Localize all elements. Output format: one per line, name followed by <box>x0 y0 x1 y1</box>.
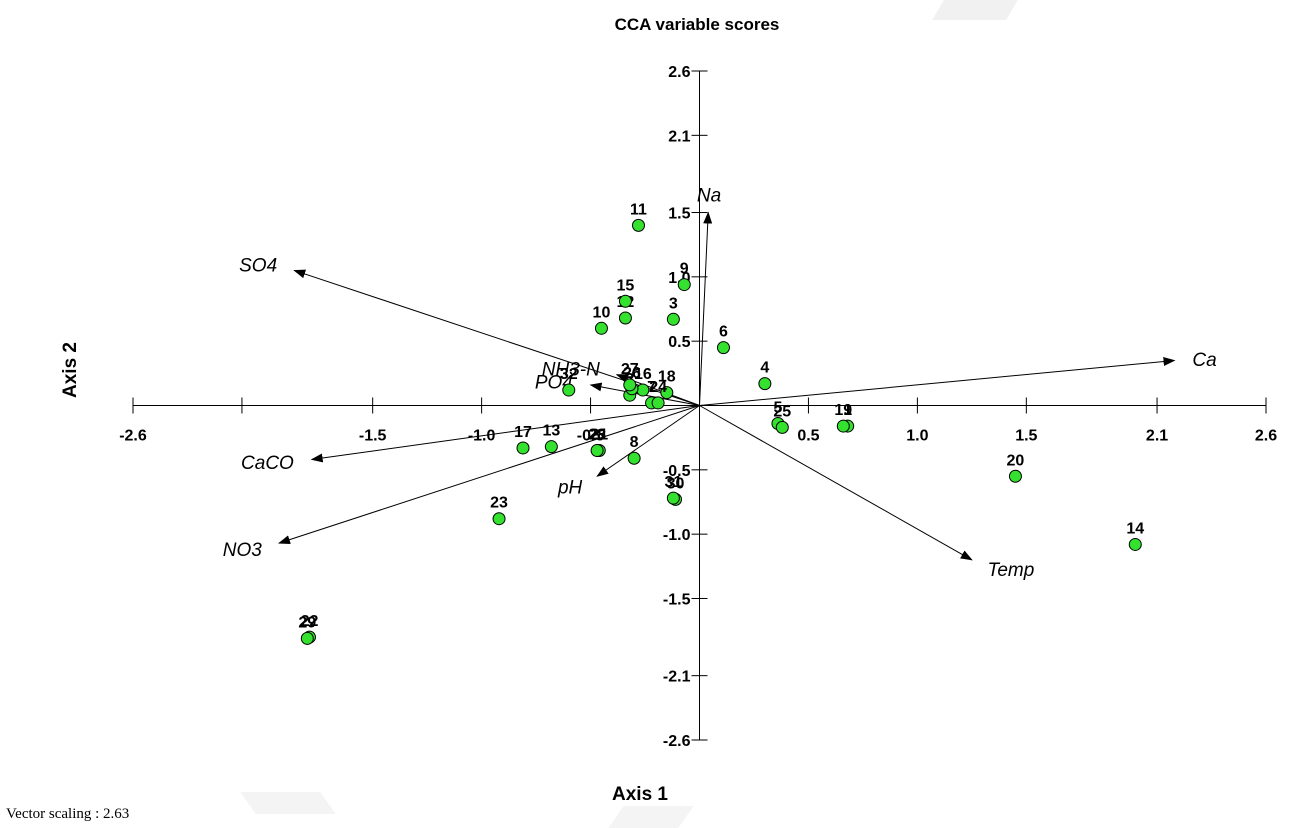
chart-title: CCA variable scores <box>615 15 780 34</box>
y-tick-label: -0.5 <box>663 463 691 480</box>
cca-biplot: CCA variable scores -2.6 -1.5 -1.0 -0.5 0.5 1… <box>60 15 1277 805</box>
vector-arrow <box>699 405 973 561</box>
data-point <box>636 383 650 397</box>
y-tick-label: -2.1 <box>663 669 691 686</box>
data-point <box>716 341 730 355</box>
data-point <box>618 311 632 325</box>
data-point <box>666 491 680 505</box>
vector-label: pH <box>557 477 583 498</box>
data-point <box>300 631 314 645</box>
y-tick-label: -2.6 <box>663 733 691 750</box>
point-label: 27 <box>621 361 639 378</box>
data-point <box>631 218 645 232</box>
y-tick-label: 2.1 <box>668 128 690 145</box>
data-point <box>544 440 558 454</box>
point-label: 8 <box>630 434 639 451</box>
point-label: 1 <box>843 402 852 419</box>
data-point <box>677 278 691 292</box>
y-tick-label: 2.6 <box>668 64 690 81</box>
vector-arrow <box>699 211 713 406</box>
point-label: 11 <box>630 201 647 218</box>
data-point <box>623 378 637 392</box>
data-point <box>660 386 674 400</box>
vector-scaling-note: Vector scaling : 2.63 <box>6 806 130 822</box>
vector-label: Na <box>697 186 721 207</box>
data-point <box>562 383 576 397</box>
point-label: 28 <box>588 427 606 444</box>
point-label: 14 <box>1126 520 1144 537</box>
point-label: 3 <box>669 295 678 312</box>
point-label: 30 <box>667 475 685 492</box>
data-point <box>775 420 789 434</box>
point-label: 25 <box>773 403 791 420</box>
data-point <box>516 441 530 455</box>
vector-label: Temp <box>988 560 1035 581</box>
vector-label: CaCO <box>241 453 294 474</box>
y-tick-label: -1.5 <box>663 591 691 608</box>
x-tick-label: 2.1 <box>1146 428 1168 445</box>
data-point <box>1008 469 1022 483</box>
x-tick-label: 1.0 <box>906 428 928 445</box>
watermark-fragment-bottom-mid <box>608 806 694 828</box>
axes: -2.6 -1.5 -1.0 -0.5 0.5 1.0 1.5 2.1 2.6 -2.6 -2.1 -… <box>119 64 1277 750</box>
x-tick-label: 1.5 <box>1015 428 1037 445</box>
point-label: 17 <box>514 424 532 441</box>
point-label: 32 <box>560 366 578 383</box>
data-point <box>627 451 641 465</box>
data-point <box>836 419 850 433</box>
point-label: 21 <box>590 427 608 444</box>
point-label: 4 <box>760 360 769 377</box>
data-point <box>492 512 506 526</box>
x-tick-label: -2.6 <box>119 428 147 445</box>
vector-arrow <box>596 405 700 477</box>
point-label: 18 <box>658 369 676 386</box>
point-label: 29 <box>298 614 316 631</box>
point-label: 16 <box>634 366 652 383</box>
data-point <box>618 294 632 308</box>
y-tick-label: 1.5 <box>668 206 690 223</box>
point-label: 7 <box>647 379 656 396</box>
data-point <box>1128 537 1142 551</box>
point-label: 19 <box>834 402 852 419</box>
data-point <box>666 312 680 326</box>
point-label: 10 <box>593 304 611 321</box>
x-tick-label: 0.5 <box>797 428 819 445</box>
vector-label: NO3 <box>223 540 263 561</box>
point-label: 22 <box>301 613 319 630</box>
point-label: 23 <box>490 495 508 512</box>
point-label: 13 <box>542 423 560 440</box>
point-label: 20 <box>1007 452 1025 469</box>
y-axis-title: Axis 2 <box>60 342 81 398</box>
x-tick-label: -0.5 <box>577 428 605 445</box>
point-label: 24 <box>649 379 667 396</box>
data-point <box>590 444 604 458</box>
x-axis-title: Axis 1 <box>612 784 668 805</box>
point-label: 26 <box>623 365 641 382</box>
point-label: 31 <box>664 474 682 491</box>
data-point <box>651 396 665 410</box>
y-tick-label: -1.0 <box>663 527 691 544</box>
vector-arrow <box>310 405 700 463</box>
point-label: 6 <box>719 324 728 341</box>
vector-arrow <box>699 357 1176 406</box>
point-label: 15 <box>617 277 635 294</box>
point-label: 5 <box>773 400 782 417</box>
vector-label: SO4 <box>239 256 277 277</box>
vector-arrow <box>278 405 700 545</box>
y-tick-label: 0.5 <box>668 334 690 351</box>
data-point <box>594 321 608 335</box>
points: 1234567891011121314151617181920212223242… <box>298 201 1144 645</box>
x-tick-label: -1.5 <box>359 428 387 445</box>
vector-label: Ca <box>1192 350 1216 371</box>
vector-label: NH3-N <box>542 359 600 380</box>
data-point <box>758 377 772 391</box>
x-tick-label: 2.6 <box>1255 428 1277 445</box>
point-label: 9 <box>680 261 689 278</box>
